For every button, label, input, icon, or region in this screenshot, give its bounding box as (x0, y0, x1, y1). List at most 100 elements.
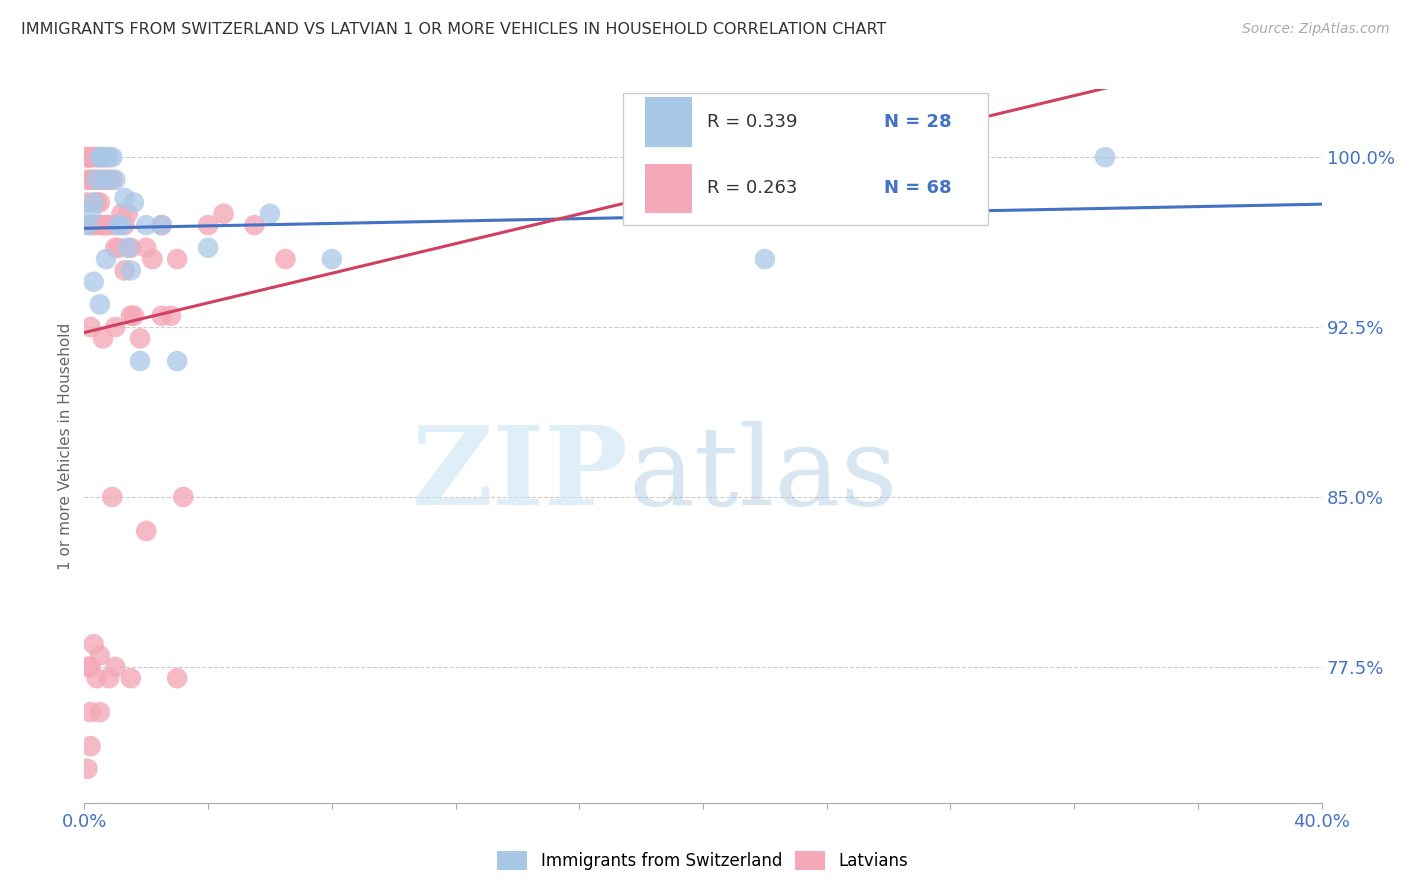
Point (120, 263, 142, 277)
Point (197, 218, 219, 232)
Point (79, 207, 101, 221)
Point (91, 173, 114, 187)
Point (83, 150, 105, 164)
Point (94, 173, 117, 187)
Point (89, 648, 111, 663)
Point (79, 660, 101, 674)
Point (129, 354, 152, 368)
Legend: Immigrants from Switzerland, Latvians: Immigrants from Switzerland, Latvians (491, 844, 915, 877)
Point (76, 173, 98, 187)
Point (110, 207, 132, 221)
Point (321, 252, 343, 266)
Point (91, 218, 114, 232)
Point (91, 150, 114, 164)
Point (76, 660, 98, 674)
Point (94, 150, 117, 164)
Text: Source: ZipAtlas.com: Source: ZipAtlas.com (1241, 22, 1389, 37)
Text: N = 68: N = 68 (883, 179, 952, 197)
Point (114, 218, 136, 232)
Point (83, 173, 105, 187)
Point (172, 490, 194, 504)
Point (166, 671, 188, 685)
Point (89, 705, 111, 719)
Point (197, 241, 219, 255)
Text: N = 28: N = 28 (883, 113, 952, 131)
Point (122, 195, 145, 210)
Point (83, 218, 105, 232)
Point (79, 173, 101, 187)
Point (79, 739, 101, 754)
Point (122, 309, 145, 323)
Point (98, 150, 121, 164)
Point (754, 252, 776, 266)
Point (135, 524, 157, 538)
Point (86, 671, 108, 685)
Point (120, 309, 142, 323)
Point (212, 207, 235, 221)
Point (86, 173, 108, 187)
Point (101, 490, 124, 504)
Point (110, 218, 132, 232)
Point (76, 150, 98, 164)
Bar (645, 163, 692, 213)
Point (83, 195, 105, 210)
Point (120, 671, 142, 685)
Point (141, 252, 163, 266)
Point (89, 173, 111, 187)
Point (98, 218, 121, 232)
Text: R = 0.263: R = 0.263 (707, 179, 797, 197)
Point (129, 331, 152, 345)
Text: atlas: atlas (628, 421, 898, 528)
Point (120, 241, 142, 255)
Point (104, 173, 127, 187)
Point (89, 218, 111, 232)
Point (76, 218, 98, 232)
Point (83, 275, 105, 289)
Point (274, 252, 297, 266)
Point (117, 207, 139, 221)
Point (107, 218, 129, 232)
Point (79, 150, 101, 164)
Point (259, 207, 281, 221)
Point (104, 320, 127, 334)
Point (160, 309, 183, 323)
Point (76, 195, 98, 210)
Point (94, 173, 117, 187)
Text: IMMIGRANTS FROM SWITZERLAND VS LATVIAN 1 OR MORE VEHICLES IN HOUSEHOLD CORRELATI: IMMIGRANTS FROM SWITZERLAND VS LATVIAN 1… (21, 22, 886, 37)
Text: ZIP: ZIP (412, 421, 628, 528)
Point (114, 191, 136, 205)
Point (76, 150, 98, 164)
Point (150, 218, 173, 232)
Point (86, 173, 108, 187)
Point (101, 173, 124, 187)
Text: R = 0.339: R = 0.339 (707, 113, 797, 131)
Point (83, 637, 105, 651)
Point (98, 173, 121, 187)
Point (107, 241, 129, 255)
Point (166, 354, 188, 368)
FancyBboxPatch shape (623, 93, 987, 225)
Point (101, 150, 124, 164)
Point (135, 218, 157, 232)
Point (79, 150, 101, 164)
Point (91, 331, 114, 345)
Point (91, 150, 114, 164)
Point (1094, 150, 1116, 164)
Point (104, 241, 127, 255)
Point (76, 150, 98, 164)
Point (86, 195, 108, 210)
Point (150, 309, 173, 323)
Point (117, 241, 139, 255)
Point (89, 297, 111, 311)
Point (89, 150, 111, 164)
Point (76, 762, 98, 776)
Point (98, 671, 121, 685)
Point (86, 150, 108, 164)
Point (166, 252, 188, 266)
Point (104, 218, 127, 232)
Point (104, 660, 127, 674)
Point (79, 218, 101, 232)
Point (89, 150, 111, 164)
Point (243, 218, 266, 232)
Y-axis label: 1 or more Vehicles in Household: 1 or more Vehicles in Household (58, 322, 73, 570)
